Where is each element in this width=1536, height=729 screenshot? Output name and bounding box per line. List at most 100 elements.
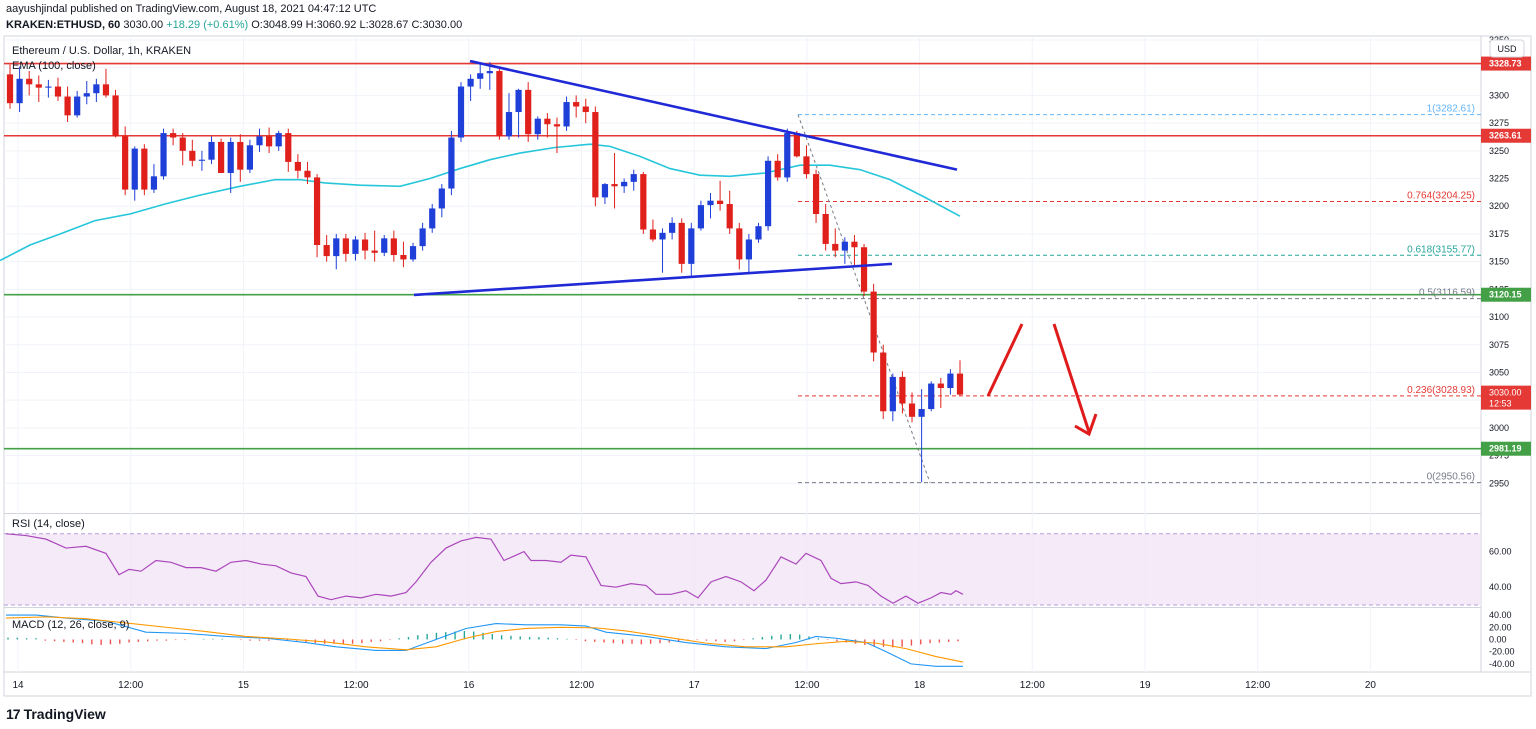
candle-body xyxy=(256,136,263,146)
symbol-ohlc-row: KRAKEN:ETHUSD, 60 3030.00 +18.29 (+0.61%… xyxy=(6,19,462,31)
candle-body xyxy=(227,141,234,173)
projection-arrows[interactable] xyxy=(986,323,1098,437)
ema-legend: EMA (100, close) xyxy=(12,60,96,72)
rsi-band xyxy=(4,533,1481,606)
candle-body xyxy=(448,137,455,189)
trendlines[interactable] xyxy=(413,59,958,297)
candle-body xyxy=(947,373,954,388)
price-tag-label: 3263.61 xyxy=(1489,131,1522,141)
candle-body xyxy=(534,118,541,135)
symbol-label: KRAKEN:ETHUSD, 60 xyxy=(6,19,121,31)
x-tick-label: 12:00 xyxy=(1020,680,1045,691)
candle-body xyxy=(323,245,330,257)
horizontal-levels xyxy=(4,62,1481,450)
candle-body xyxy=(707,200,714,206)
price-tag-label: 3328.73 xyxy=(1489,59,1522,69)
y-tick-label: 3150 xyxy=(1489,257,1509,267)
candle-body xyxy=(630,174,637,182)
candle-body xyxy=(6,74,14,104)
candle-body xyxy=(467,78,474,87)
candle-body xyxy=(784,133,791,178)
rsi-indicator xyxy=(5,533,964,604)
y-tick-label: 3275 xyxy=(1489,118,1509,128)
x-tick-label: 15 xyxy=(238,680,250,691)
candle-body xyxy=(400,254,407,260)
candle-body xyxy=(390,238,397,255)
y-tick-label: 3200 xyxy=(1489,201,1509,211)
candle-body xyxy=(246,145,253,170)
candle-body xyxy=(822,213,829,244)
fib-diagonal xyxy=(797,114,931,483)
macd-tick-label: 40.00 xyxy=(1489,610,1512,620)
macd-tick-label: 20.00 xyxy=(1489,622,1512,632)
candle-body xyxy=(26,78,33,85)
candle-body xyxy=(218,141,225,173)
y-tick-label: 2950 xyxy=(1489,478,1509,488)
currency-badge[interactable] xyxy=(1489,39,1525,58)
candle-body xyxy=(726,204,733,229)
candle-body xyxy=(361,239,369,251)
candle-body xyxy=(764,160,772,227)
candle-body xyxy=(860,247,868,292)
candle-body xyxy=(477,73,484,79)
candle-body xyxy=(803,156,810,175)
candle-body xyxy=(198,159,206,161)
candle-body xyxy=(505,112,513,137)
x-tick-label: 12:00 xyxy=(118,680,143,691)
candle-body xyxy=(659,232,666,240)
macd-legend: MACD (12, 26, close, 9) xyxy=(12,619,129,631)
candle-body xyxy=(640,174,647,230)
candle-body xyxy=(573,102,580,107)
x-tick-label: 16 xyxy=(463,680,475,691)
candle-body xyxy=(544,118,551,125)
candle-body xyxy=(774,160,781,178)
candle-body xyxy=(457,86,465,138)
last-price-tag-label: 3030.00 xyxy=(1489,388,1522,398)
candle-body xyxy=(678,222,685,264)
candle-body xyxy=(649,229,657,240)
rsi-legend: RSI (14, close) xyxy=(12,518,85,530)
rsi-tick-label: 60.00 xyxy=(1489,547,1512,557)
x-tick-label: 12:00 xyxy=(344,680,369,691)
rsi-line xyxy=(5,533,964,604)
candle-body xyxy=(812,174,820,214)
candle-body xyxy=(409,246,417,260)
pane-divider-macd xyxy=(4,607,1481,608)
candle-body xyxy=(122,136,129,190)
candle-body xyxy=(160,133,167,177)
time-scale[interactable] xyxy=(3,671,1532,697)
x-tick-label: 20 xyxy=(1365,680,1377,691)
candle-body xyxy=(755,226,762,240)
macd-indicator xyxy=(5,614,964,667)
macd-tick-label: 0.00 xyxy=(1489,634,1507,644)
candle-body xyxy=(45,86,52,88)
publisher-caption: aayushjindal published on TradingView.co… xyxy=(6,3,377,15)
tradingview-mark-icon: 17 xyxy=(6,706,21,722)
candle-body xyxy=(582,106,589,113)
x-tick-label: 14 xyxy=(12,680,24,691)
candle-body xyxy=(74,96,81,116)
candle-body xyxy=(611,184,618,187)
candle-body xyxy=(669,222,676,233)
candle-body xyxy=(83,93,90,97)
candle-body xyxy=(717,200,724,205)
arrow-up-projection xyxy=(986,323,1024,397)
chart-title: Ethereum / U.S. Dollar, 1h, KRAKEN xyxy=(12,45,191,57)
price-tag-bg xyxy=(1481,128,1531,143)
candle-body xyxy=(553,124,561,127)
candle-body xyxy=(841,241,848,251)
tradingview-logo[interactable]: 17 TradingView xyxy=(6,706,106,722)
pane-divider-rsi xyxy=(4,513,1481,514)
price-tag-bg xyxy=(1481,56,1531,71)
candle-body xyxy=(688,228,695,264)
candle-body xyxy=(54,86,62,97)
candle-body xyxy=(170,133,177,138)
countdown-label: 12:53 xyxy=(1489,399,1512,409)
candle-body xyxy=(515,89,522,113)
y-tick-label: 3300 xyxy=(1489,90,1509,100)
rsi-band-fill xyxy=(4,533,1481,605)
candle-body xyxy=(851,241,858,248)
macd-signal-line xyxy=(5,616,964,663)
x-tick-label: 12:00 xyxy=(794,680,819,691)
